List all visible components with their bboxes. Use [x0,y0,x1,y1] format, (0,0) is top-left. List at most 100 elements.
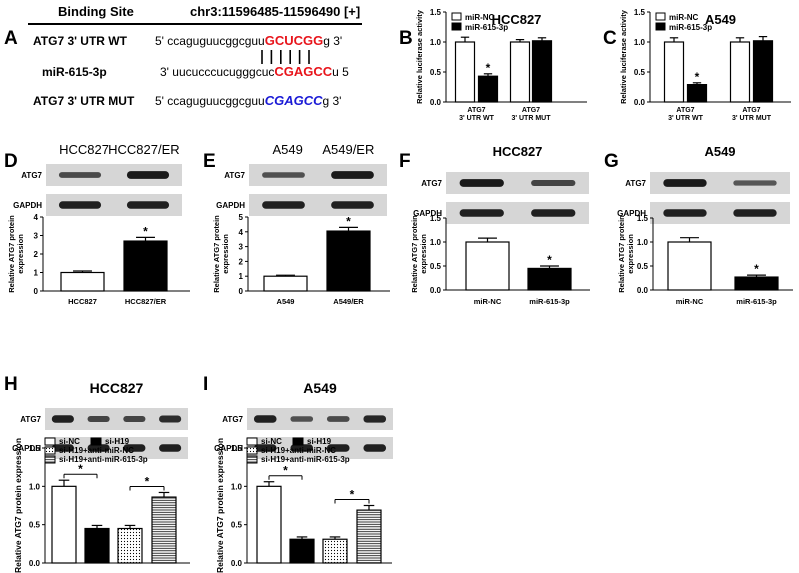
mirna-prefix: 3' uucucccucugggcuc [160,65,274,79]
blot-strip [45,437,188,459]
y-tick-label: 2 [34,250,39,259]
blot-band [531,209,576,217]
blot-band [459,209,504,217]
y-axis-label: Relative ATG7 proteinexpression [212,215,230,293]
blot-band [253,415,277,423]
bar [465,241,510,291]
blot-row-label: ATG7 [222,415,243,424]
blot-band [663,209,707,217]
legend-swatch [292,437,304,446]
blot-band [531,180,576,186]
x-category-label: ATG7 3' UTR WT [668,107,703,122]
binding-site-header: Binding Site [58,4,134,19]
panel-label-e: E [203,151,216,172]
blot-strip [650,202,790,224]
wt-utr-sequence: 5' ccaguguucggcguuGCUCGGg 3' [155,33,342,48]
significance-star: * [143,224,148,238]
legend-label: si-H19+anti-miR-NC [59,446,134,455]
blot-band [262,172,305,178]
blot-band [331,201,374,209]
blot-lane-header: HCC827/ER [108,142,180,157]
chart-e: A549 A549/ER ATG7 GAPDH 0 1 2 3 4 5 Relative ATG7 … [212,142,390,306]
bar [84,527,110,564]
blot-band [290,444,314,452]
legend-swatch [655,12,666,21]
blot-band [326,416,350,422]
y-tick-label: 3 [34,232,39,241]
blot-band [331,171,374,179]
y-axis-label: Relative ATG7 proteinexpression [410,215,428,293]
legend-label: si-H19+anti-miR-615-3p [261,455,350,464]
y-tick-label: 0 [239,287,244,296]
chart-h: HCC827 ATG7 GAPDH 0.0 0.5 1.0 1.5 Relative ATG7… [12,380,190,573]
y-tick-label: 0 [34,287,39,296]
bar [752,40,774,103]
mut-utr-label: ATG7 3' UTR MUT [33,94,135,108]
legend-swatch [246,437,258,446]
y-tick-label: 1 [34,269,39,278]
bar [356,509,382,564]
x-category-label: HCC827 [68,297,97,306]
x-category-label: ATG7 3' UTR MUT [732,107,772,122]
significance-star: * [283,464,288,478]
mirna-sequence: 3' uucucccucugggcucCGAGCCu 5 [160,64,349,79]
y-tick-label: 1.5 [430,214,442,223]
x-category-label: miR-615-3p [529,297,570,306]
bar [527,267,572,291]
mut-utr-prefix: 5' ccaguguucggcguu [155,94,265,108]
x-category-label: ATG7 3' UTR WT [459,107,494,122]
significance-star: * [346,214,351,228]
blot-row-label: ATG7 [20,415,41,424]
significance-star: * [350,488,355,502]
legend-swatch [451,22,462,31]
chart-title: A549 [704,144,735,159]
bar [256,485,282,564]
mirna-label: miR-615-3p [42,65,107,79]
legend-swatch [451,12,462,21]
blot-band [87,444,110,452]
wt-utr-label: ATG7 3' UTR WT [33,34,128,48]
blot-band [87,416,110,422]
bar [509,41,531,103]
blot-strip [247,437,393,459]
blot-lane-header: A549/ER [322,142,374,157]
x-category-label: miR-NC [676,297,704,306]
blot-band [51,415,74,423]
y-tick-label: 1.5 [634,8,646,17]
blot-row-label: GAPDH [12,444,41,453]
legend-label: si-H19+anti-miR-NC [261,446,336,455]
legend-label: miR-NC [465,13,495,22]
y-axis-label: Relative luciferase activity [619,9,628,104]
binding-site-locus: chr3:11596485-11596490 [+] [190,4,360,19]
panel-label-b: B [399,28,413,49]
mirna-seed: CGAGCC [274,64,332,79]
y-tick-label: 1.5 [29,444,41,453]
y-tick-label: 1.5 [430,8,442,17]
chart-title: A549 [705,12,736,27]
y-tick-label: 0.5 [430,68,442,77]
legend-label: si-H19+anti-miR-615-3p [59,455,148,464]
y-tick-label: 0.0 [637,286,649,295]
blot-band [733,209,777,217]
y-axis-label: Relative ATG7 protein expression [13,438,23,573]
blot-band [58,172,102,178]
y-axis-label: Relative ATG7 proteinexpression [7,215,25,293]
blot-strip [46,164,182,186]
x-category-label: A549/ER [333,297,364,306]
chart-title: HCC827 [492,12,542,27]
blot-band [123,444,146,452]
y-tick-label: 0.5 [29,521,41,530]
y-tick-label: 1.0 [29,482,41,491]
y-tick-label: 3 [239,243,244,252]
chart-title: A549 [303,380,337,396]
legend-swatch [44,446,56,455]
chart-c: A549 0.0 0.5 1.0 1.5 Relative luciferase acti… [619,8,791,122]
blot-band [126,201,170,209]
y-tick-label: 1.0 [430,238,442,247]
y-tick-label: 1.5 [637,214,649,223]
blot-row-label: GAPDH [214,444,243,453]
legend-swatch [655,22,666,31]
